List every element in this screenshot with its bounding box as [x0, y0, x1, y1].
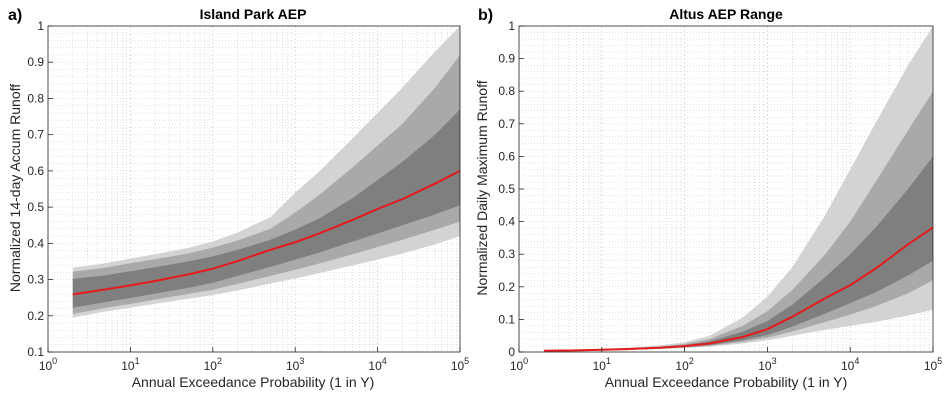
y-tick-label: 0.3 [498, 247, 515, 261]
median-b [543, 226, 934, 352]
bands-a [72, 26, 461, 318]
y-tick-label: 0.6 [27, 164, 44, 178]
y-tick-label: 0.8 [498, 84, 515, 98]
x-ticks-a: 100 101 102 103 104 105 [39, 347, 469, 373]
x-tick-base: 10 [368, 359, 382, 373]
y-ticks-b: 0 0.1 0.2 0.3 0.4 0.5 0.6 0.7 0.8 0.9 1 [498, 19, 524, 359]
x-tick-base: 10 [841, 359, 855, 373]
y-tick-label: 0.5 [27, 200, 44, 214]
x-tick-label: 105 [924, 356, 942, 373]
x-tick-exponent: 0 [52, 356, 57, 366]
x-tick-base: 10 [510, 359, 524, 373]
y-ticks-a: 0.1 0.2 0.3 0.4 0.5 0.6 0.7 0.8 0.9 1 [27, 19, 53, 359]
y-tick-label: 0.4 [498, 215, 515, 229]
y-tick-label: 0.7 [498, 117, 515, 131]
median-line-b [543, 226, 934, 352]
x-tick-exponent: 3 [772, 356, 777, 366]
panel-label-b: b) [478, 7, 493, 24]
x-tick-base: 10 [924, 359, 938, 373]
y-tick-label: 1 [37, 19, 44, 33]
y-tick-label: 0.3 [27, 273, 44, 287]
panel-a: a) Island Park AEP 100 101 102 103 104 105 0.… [7, 6, 469, 390]
x-tick-exponent: 1 [135, 356, 140, 366]
y-tick-label: 0.5 [498, 182, 515, 196]
y-tick-label: 0.9 [498, 52, 515, 66]
x-tick-exponent: 0 [523, 356, 528, 366]
y-tick-label: 0.6 [498, 149, 515, 163]
x-axis-label-a: Annual Exceedance Probability (1 in Y) [132, 374, 375, 390]
x-axis-label-b: Annual Exceedance Probability (1 in Y) [605, 374, 848, 390]
x-tick-base: 10 [204, 359, 218, 373]
x-tick-label: 101 [593, 356, 611, 373]
x-tick-exponent: 2 [689, 356, 694, 366]
y-tick-label: 0.2 [498, 280, 515, 294]
band-inner-b [543, 156, 933, 352]
y-axis-label-b: Normalized Daily Maximum Runoff [474, 80, 490, 295]
x-tick-label: 102 [204, 356, 222, 373]
x-tick-label: 100 [510, 356, 528, 373]
x-tick-label: 102 [675, 356, 693, 373]
chart-title-b: Altus AEP Range [669, 6, 783, 22]
x-tick-label: 104 [368, 356, 386, 373]
y-tick-label: 0.2 [27, 309, 44, 323]
panel-label-a: a) [8, 7, 22, 24]
y-tick-label: 0.7 [27, 128, 44, 142]
x-tick-exponent: 2 [217, 356, 222, 366]
y-tick-label: 0.9 [27, 55, 44, 69]
x-tick-label: 103 [286, 356, 304, 373]
x-tick-exponent: 1 [606, 356, 611, 366]
y-tick-label: 0.1 [498, 312, 515, 326]
x-tick-base: 10 [593, 359, 607, 373]
median-line-a [72, 169, 461, 296]
y-tick-label: 0.8 [27, 91, 44, 105]
x-tick-base: 10 [121, 359, 135, 373]
x-tick-base: 10 [758, 359, 772, 373]
x-tick-exponent: 5 [464, 356, 469, 366]
y-tick-label: 1 [508, 19, 515, 33]
x-tick-label: 101 [121, 356, 139, 373]
x-tick-label: 103 [758, 356, 776, 373]
x-tick-base: 10 [675, 359, 689, 373]
x-tick-base: 10 [286, 359, 300, 373]
x-tick-exponent: 5 [937, 356, 942, 366]
x-tick-label: 105 [451, 356, 469, 373]
x-tick-exponent: 3 [299, 356, 304, 366]
x-tick-exponent: 4 [854, 356, 859, 366]
y-tick-label: 0 [508, 345, 515, 359]
y-tick-label: 0.4 [27, 236, 44, 250]
x-tick-label: 100 [39, 356, 57, 373]
median-a [72, 169, 461, 296]
x-tick-label: 104 [841, 356, 859, 373]
x-tick-base: 10 [39, 359, 53, 373]
x-tick-exponent: 4 [382, 356, 387, 366]
plot-frame-a [47, 25, 461, 353]
y-axis-label-a: Normalized 14-day Accum Runoff [7, 84, 23, 292]
chart-title-a: Island Park AEP [200, 6, 307, 22]
x-ticks-b: 100 101 102 103 104 105 [510, 347, 942, 373]
x-tick-base: 10 [451, 359, 465, 373]
bands-b [543, 26, 933, 352]
band-middle-a [72, 54, 461, 314]
y-tick-label: 0.1 [27, 345, 44, 359]
panel-b: b) Altus AEP Range 100 101 102 103 104 105 00… [474, 6, 942, 390]
